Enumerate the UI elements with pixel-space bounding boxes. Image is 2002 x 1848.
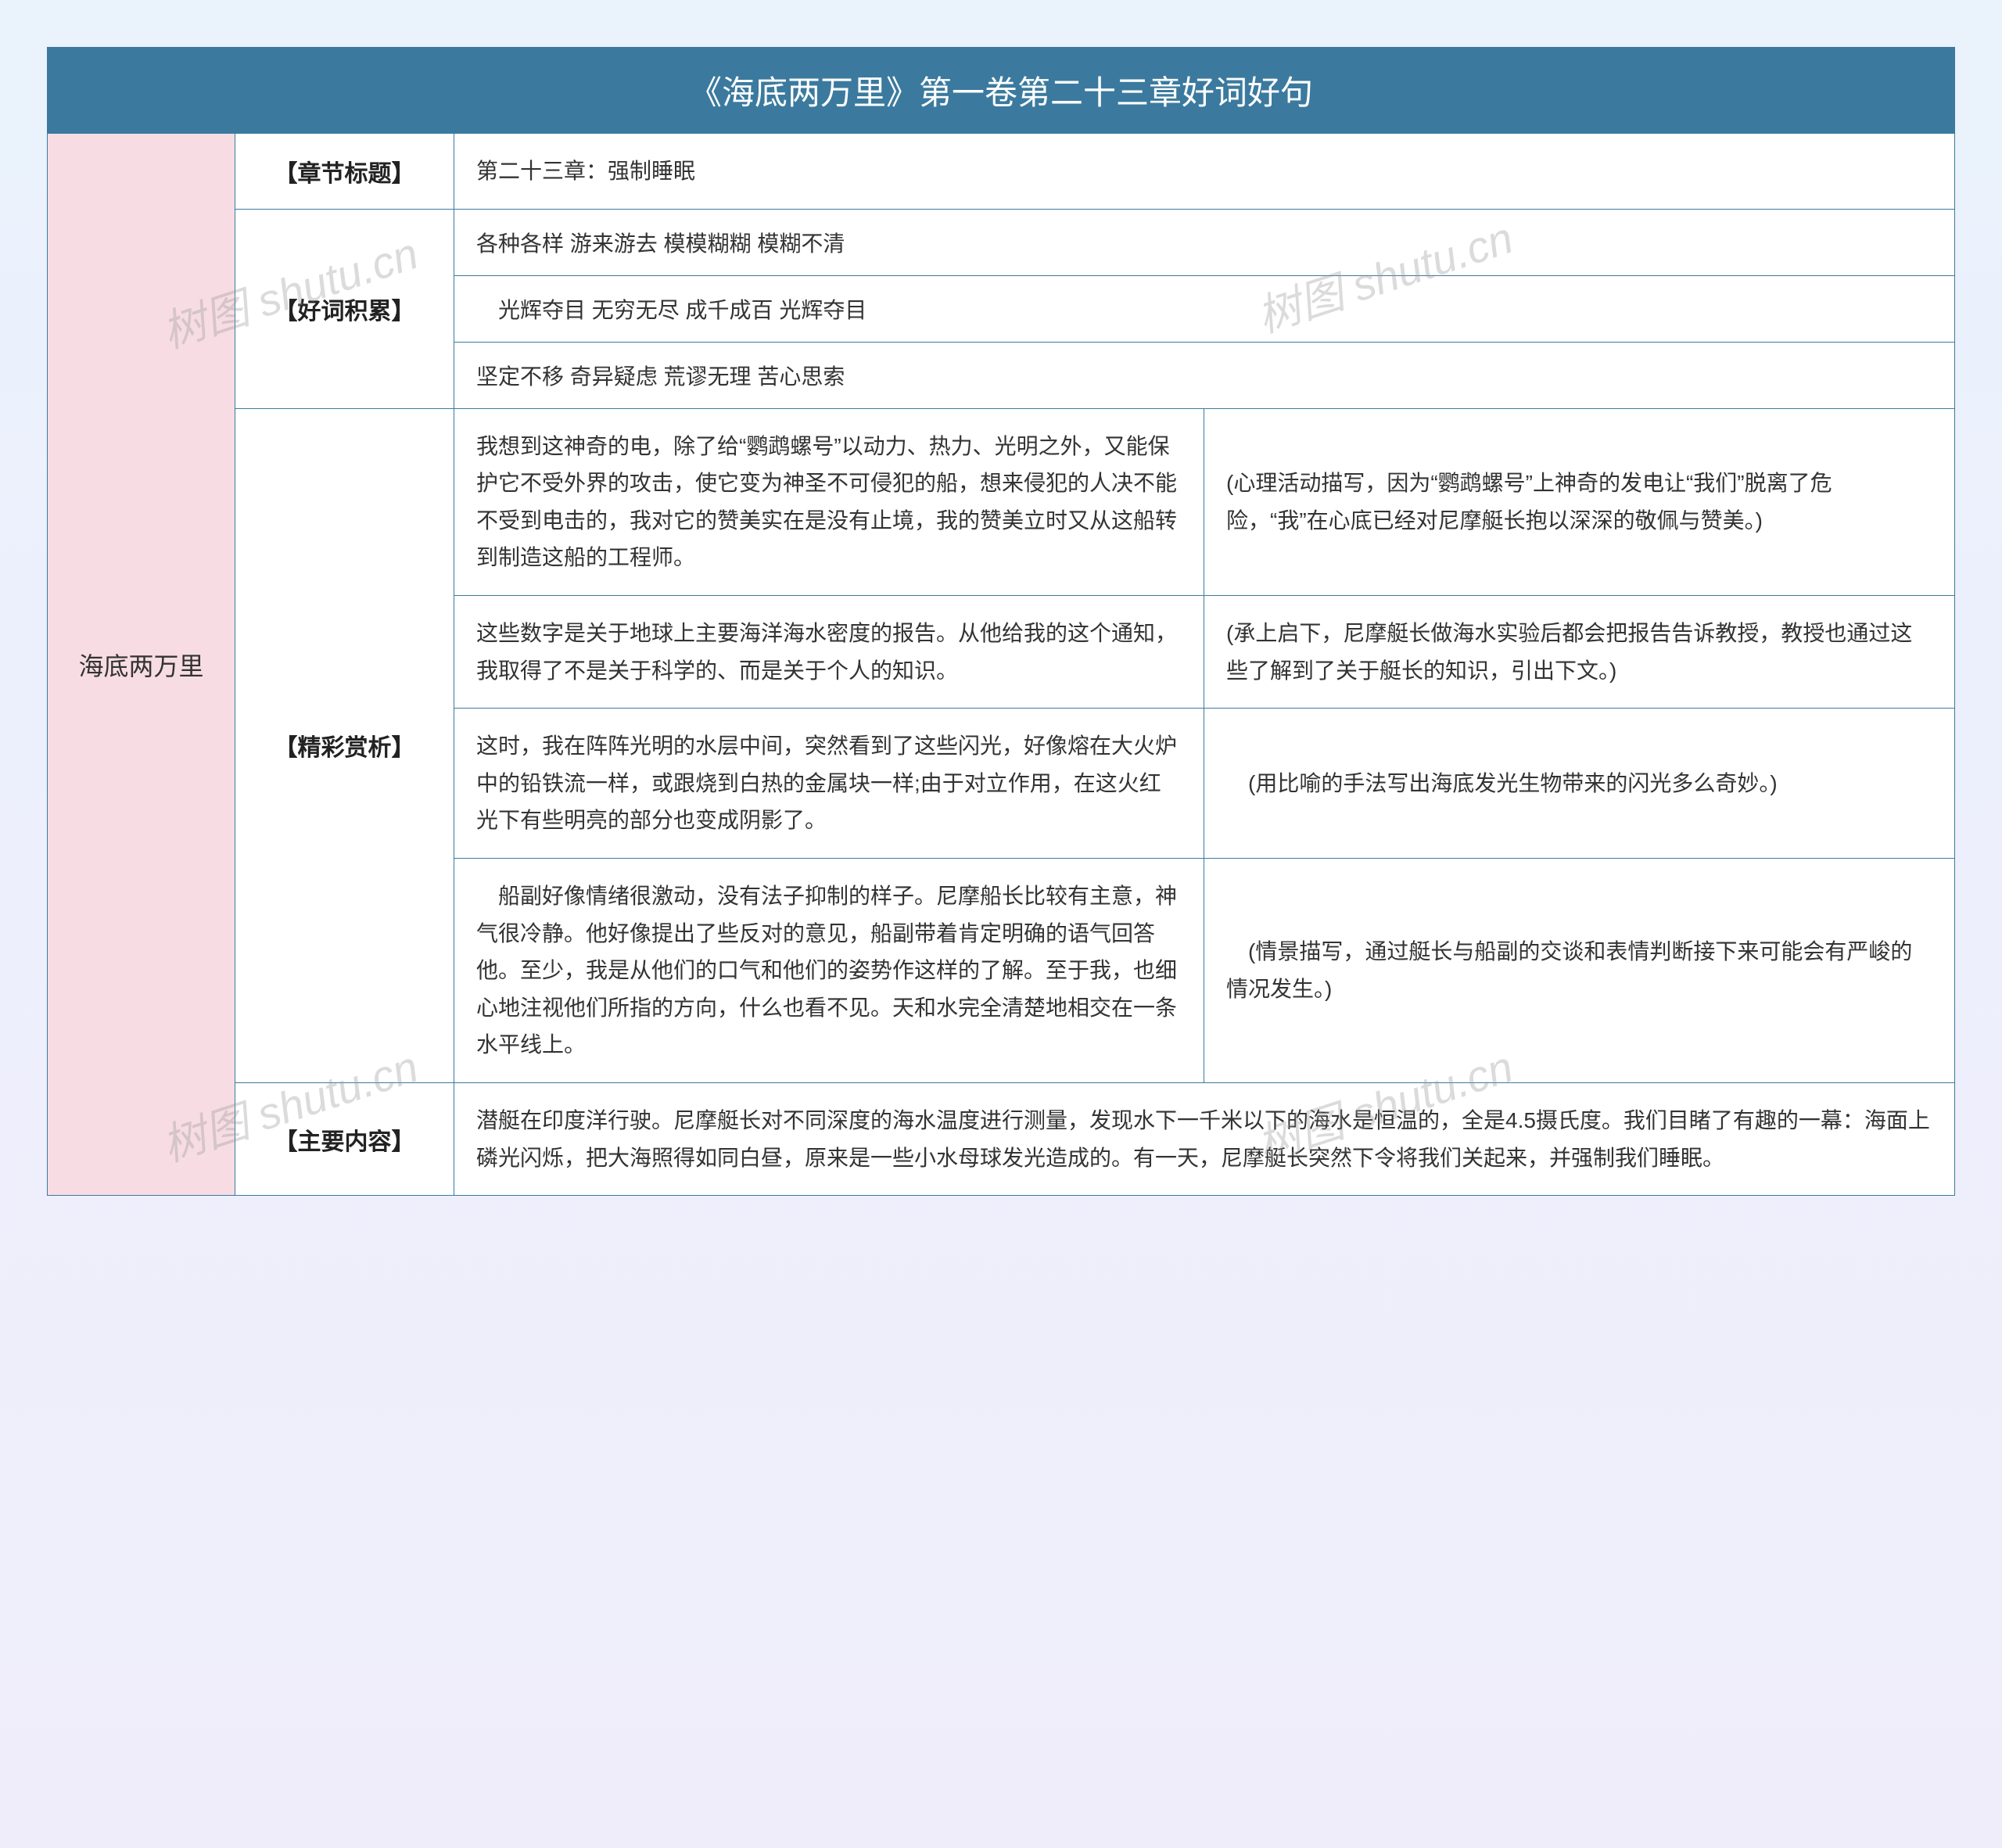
analysis-quote: 我想到这神奇的电，除了给“鹦鹉螺号”以动力、热力、光明之外，又能保护它不受外界的…	[454, 409, 1204, 595]
chapter-label: 【章节标题】	[235, 134, 454, 210]
analysis-row: 这时，我在阵阵光明的水层中间，突然看到了这些闪光，好像熔在大火炉中的铅铁流一样，…	[454, 709, 1954, 859]
analysis-quote: 船副好像情绪很激动，没有法子抑制的样子。尼摩船长比较有主意，神气很冷静。他好像提…	[454, 859, 1204, 1082]
analysis-row: 这些数字是关于地球上主要海洋海水密度的报告。从他给我的这个通知，我取得了不是关于…	[454, 596, 1954, 709]
analysis-row: 我想到这神奇的电，除了给“鹦鹉螺号”以动力、热力、光明之外，又能保护它不受外界的…	[454, 409, 1954, 596]
analysis-row: 船副好像情绪很激动，没有法子抑制的样子。尼摩船长比较有主意，神气很冷静。他好像提…	[454, 859, 1954, 1082]
vocab-label: 【好词积累】	[235, 210, 454, 409]
main-table: 《海底两万里》第一卷第二十三章好词好句 海底两万里 【章节标题】 第二十三章：强…	[47, 47, 1955, 1196]
analysis-container: 我想到这神奇的电，除了给“鹦鹉螺号”以动力、热力、光明之外，又能保护它不受外界的…	[454, 409, 1954, 1083]
summary-label: 【主要内容】	[235, 1083, 454, 1195]
spine-label: 海底两万里	[48, 134, 235, 1195]
analysis-quote: 这些数字是关于地球上主要海洋海水密度的报告。从他给我的这个通知，我取得了不是关于…	[454, 596, 1204, 708]
analysis-note: (情景描写，通过艇长与船副的交谈和表情判断接下来可能会有严峻的情况发生。)	[1204, 859, 1954, 1082]
table-title: 《海底两万里》第一卷第二十三章好词好句	[48, 48, 1954, 134]
vocab-row: 坚定不移 奇异疑虑 荒谬无理 苦心思索	[454, 343, 1954, 408]
analysis-note: (用比喻的手法写出海底发光生物带来的闪光多么奇妙。)	[1204, 709, 1954, 858]
summary-value: 潜艇在印度洋行驶。尼摩艇长对不同深度的海水温度进行测量，发现水下一千米以下的海水…	[454, 1083, 1954, 1195]
analysis-note: (心理活动描写，因为“鹦鹉螺号”上神奇的发电让“我们”脱离了危险，“我”在心底已…	[1204, 409, 1954, 595]
analysis-note: (承上启下，尼摩艇长做海水实验后都会把报告告诉教授，教授也通过这些了解到了关于艇…	[1204, 596, 1954, 708]
vocab-container: 各种各样 游来游去 模模糊糊 模糊不清 光辉夺目 无穷无尽 成千成百 光辉夺目 …	[454, 210, 1954, 409]
analysis-label: 【精彩赏析】	[235, 409, 454, 1083]
vocab-row: 光辉夺目 无穷无尽 成千成百 光辉夺目	[454, 276, 1954, 343]
content-grid: 海底两万里 【章节标题】 第二十三章：强制睡眠 【好词积累】 各种各样 游来游去…	[48, 134, 1954, 1195]
chapter-value: 第二十三章：强制睡眠	[454, 134, 1954, 210]
vocab-row: 各种各样 游来游去 模模糊糊 模糊不清	[454, 210, 1954, 276]
analysis-quote: 这时，我在阵阵光明的水层中间，突然看到了这些闪光，好像熔在大火炉中的铅铁流一样，…	[454, 709, 1204, 858]
